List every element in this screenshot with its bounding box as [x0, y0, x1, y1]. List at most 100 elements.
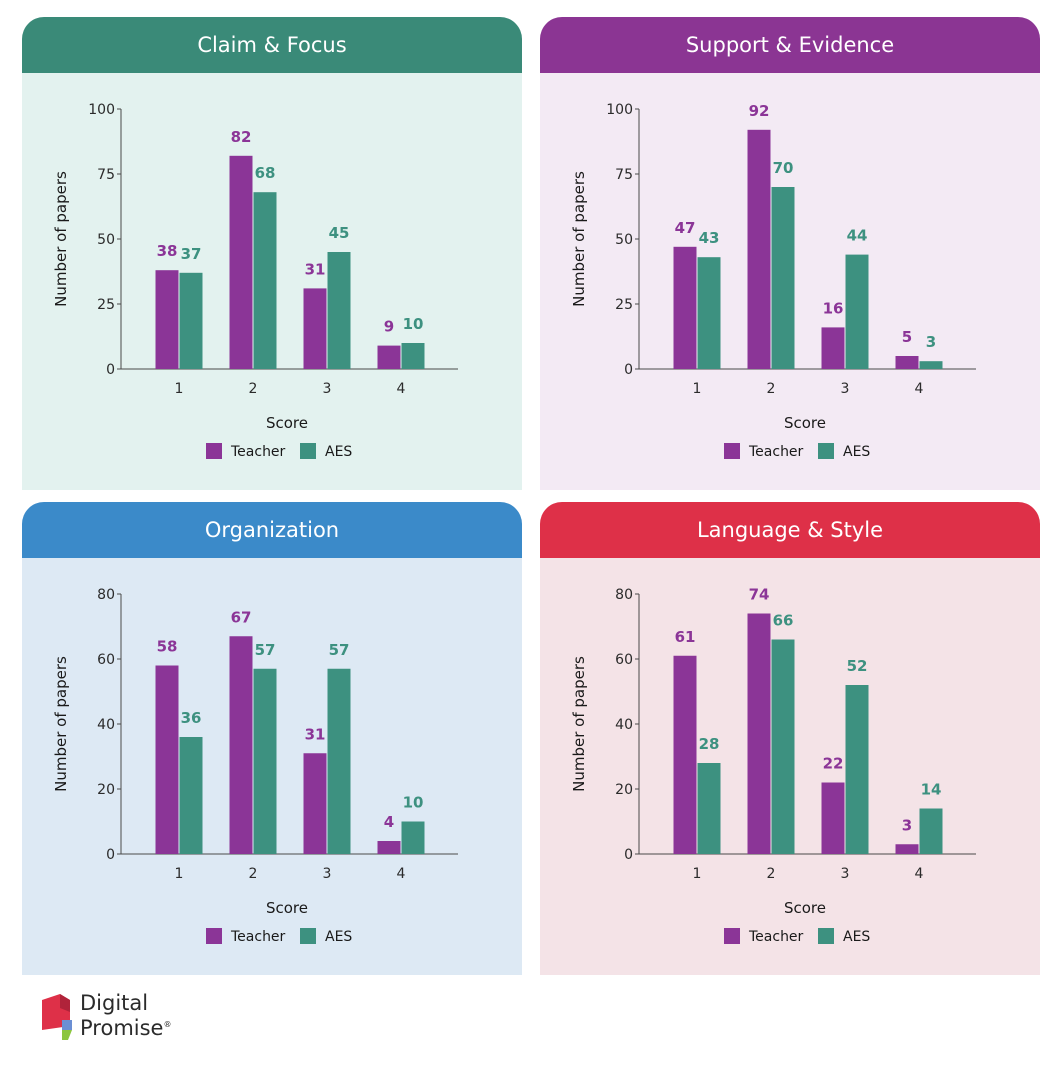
data-label: 66: [773, 612, 794, 630]
legend-swatch-teacher: [724, 443, 740, 459]
x-tick-label: 1: [693, 381, 702, 397]
data-label: 3: [926, 333, 936, 351]
bar-teacher: [155, 665, 179, 854]
y-tick-label: 80: [97, 587, 115, 603]
y-tick-label: 50: [97, 232, 115, 248]
logo-mark-icon: [42, 994, 72, 1040]
bar-aes: [697, 763, 721, 854]
x-tick-label: 4: [397, 866, 406, 882]
bar-aes: [327, 668, 351, 854]
data-label: 57: [255, 641, 276, 659]
y-tick-label: 75: [97, 167, 115, 183]
x-tick-label: 1: [175, 866, 184, 882]
x-tick-label: 4: [397, 381, 406, 397]
bar-aes: [845, 254, 869, 369]
bar-teacher: [377, 841, 401, 854]
y-tick-label: 80: [615, 587, 633, 603]
data-label: 37: [181, 245, 202, 263]
data-label: 10: [403, 794, 424, 812]
data-label: 9: [384, 318, 394, 336]
y-axis-title: Number of papers: [52, 171, 70, 307]
data-label: 70: [773, 159, 794, 177]
y-tick-label: 60: [97, 652, 115, 668]
bar-teacher: [895, 356, 919, 369]
bar-aes: [253, 668, 277, 854]
bar-aes: [253, 192, 277, 369]
panel-title: Organization: [22, 502, 522, 558]
data-label: 74: [749, 586, 770, 604]
y-tick-label: 20: [97, 782, 115, 798]
y-tick-label: 60: [615, 652, 633, 668]
legend-swatch-aes: [818, 928, 834, 944]
data-label: 31: [305, 725, 326, 743]
bar-aes: [179, 737, 203, 854]
logo-line-2: Promise®: [80, 1014, 230, 1039]
bar-teacher: [303, 753, 327, 854]
legend-swatch-teacher: [206, 443, 222, 459]
x-tick-label: 3: [323, 866, 332, 882]
data-label: 28: [699, 735, 720, 753]
x-tick-label: 2: [249, 866, 258, 882]
x-tick-label: 2: [249, 381, 258, 397]
panel-title: Support & Evidence: [540, 17, 1040, 73]
logo-registered-mark: ®: [163, 1020, 172, 1029]
bar-teacher: [673, 246, 697, 369]
data-label: 31: [305, 260, 326, 278]
bar-aes: [179, 272, 203, 369]
bar-aes: [771, 639, 795, 854]
bar-teacher: [747, 613, 771, 854]
data-label: 14: [921, 781, 942, 799]
legend-label: Teacher: [748, 929, 804, 945]
data-label: 5: [902, 328, 912, 346]
bar-aes: [327, 252, 351, 369]
data-label: 38: [157, 242, 178, 260]
x-tick-label: 3: [841, 866, 850, 882]
bar-teacher: [303, 288, 327, 369]
x-tick-label: 1: [693, 866, 702, 882]
data-label: 22: [823, 755, 844, 773]
legend-swatch-aes: [300, 443, 316, 459]
x-tick-label: 2: [767, 381, 776, 397]
data-label: 82: [231, 128, 252, 146]
y-tick-label: 0: [624, 362, 633, 378]
logo-line-1: Digital: [80, 991, 149, 1015]
panel-title: Language & Style: [540, 502, 1040, 558]
panel-title: Claim & Focus: [22, 17, 522, 73]
x-axis-title: Score: [784, 899, 826, 917]
data-label: 61: [675, 628, 696, 646]
legend-label: AES: [843, 929, 870, 945]
data-label: 10: [403, 315, 424, 333]
data-label: 4: [384, 813, 394, 831]
bar-teacher: [155, 270, 179, 369]
legend-swatch-teacher: [206, 928, 222, 944]
chart-panel-organization: Organization 0 20 40 60 80 1 58 36 2 67 57 3 31 57 4 4 1…: [22, 502, 522, 975]
bar-teacher: [821, 327, 845, 369]
x-axis-title: Score: [784, 414, 826, 432]
y-axis-title: Number of papers: [52, 656, 70, 792]
y-tick-label: 25: [615, 297, 633, 313]
data-label: 92: [749, 102, 770, 120]
data-label: 45: [329, 224, 350, 242]
x-tick-label: 4: [915, 381, 924, 397]
bar-teacher: [673, 655, 697, 854]
y-tick-label: 25: [97, 297, 115, 313]
legend-label: AES: [843, 444, 870, 460]
bar-aes: [401, 343, 425, 369]
y-tick-label: 40: [615, 717, 633, 733]
bar-aes: [845, 685, 869, 854]
y-axis-title: Number of papers: [570, 171, 588, 307]
bar-teacher: [747, 129, 771, 369]
data-label: 44: [847, 227, 868, 245]
data-label: 43: [699, 229, 720, 247]
legend-label: Teacher: [230, 444, 286, 460]
digital-promise-logo: Digital Promise®: [40, 992, 240, 1048]
x-tick-label: 1: [175, 381, 184, 397]
y-tick-label: 0: [624, 847, 633, 863]
data-label: 47: [675, 219, 696, 237]
legend-label: AES: [325, 444, 352, 460]
logo-line-2-text: Promise: [80, 1016, 164, 1040]
bar-aes: [401, 821, 425, 854]
